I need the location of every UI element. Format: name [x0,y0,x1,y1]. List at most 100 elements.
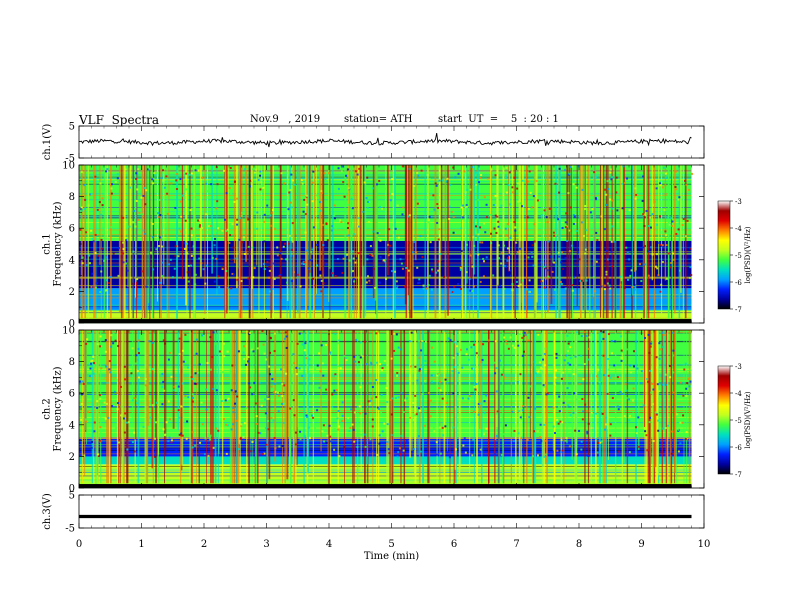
ch2-spectrogram-speckle [199,441,202,444]
ch1-spectrogram-sferic [87,165,90,319]
ch1-spectrogram-speckle [594,196,597,199]
ch2-spectrogram-speckle [343,355,346,358]
ch2-spectrogram-sferic [574,330,576,484]
ch1-spectrogram-speckle [178,227,181,230]
ch1-spectrogram-sferic [199,165,202,277]
ch2-spectrogram-speckle [621,392,624,395]
ch2-spectrogram-speckle [285,346,288,349]
ch2-spectrogram-speckle [604,416,607,419]
ch1-spectrogram-speckle [492,274,495,277]
ch1-spectrogram-speckle [263,268,266,271]
ch1-spectrogram-speckle [304,213,307,216]
ch1-spectrogram-speckle [663,209,666,212]
ch1-spectrogram-speckle [117,247,120,250]
ch2-spectrogram-speckle [255,422,258,425]
ch1-spectrogram-speckle [674,185,677,188]
ch1-spectrogram-speckle [110,187,113,190]
ch1-spectrogram-speckle [271,287,274,290]
ch1-spectrogram-speckle [497,220,500,223]
ch1-spectrogram-speckle [562,267,565,270]
ch1-spectrogram-speckle [232,246,235,249]
ch2-spectrogram-speckle [99,426,102,429]
ch2-spectrogram-speckle [526,439,529,442]
ch1-spectrogram-speckle [300,262,303,265]
ch1-spectrogram-speckle [253,267,256,270]
ch2-spectrogram-speckle [479,448,482,451]
ch1-spectrogram-speckle [135,172,138,175]
ch2-spectrogram-speckle [177,409,180,412]
ch2-spectrogram-sferic [446,330,448,452]
ch2-spectrogram-speckle [595,437,598,440]
ch1-spectrogram-speckle [471,265,474,268]
ch1-spectrogram-speckle [134,225,137,228]
ch2-spectrogram-speckle [178,337,181,340]
ch2-spectrogram-speckle [538,361,541,364]
ch1-spectrogram-speckle [176,170,179,173]
ch1-spectrogram-speckle [428,274,431,277]
ch1-spectrogram-speckle [465,205,468,208]
ch1-spectrogram-sferic [410,165,413,319]
ch2-spectrogram-speckle [554,376,557,379]
ch1-spectrogram-speckle [551,270,554,273]
ch1-spectrogram-speckle [685,184,688,187]
ch2-spectrogram-speckle [539,435,542,438]
ch1-spectrogram-sferic [225,165,228,314]
ch1-spectrogram-speckle [563,168,566,171]
ch2-spectrogram-speckle [293,362,296,365]
ch2-spectrogram-speckle [527,339,530,342]
ch2-spectrogram-speckle [264,358,267,361]
ch1-waveform [78,125,705,159]
ch2-spectrogram-speckle [418,368,421,371]
ch1-spectrogram-speckle [642,175,645,178]
ch1-spectrogram-sferic [674,165,676,314]
ch2-spectrogram-speckle [672,354,675,357]
ch1-spectrogram-speckle [558,255,561,258]
ch2-spectrogram-speckle [356,446,359,449]
ch1-spectrogram-sferic [207,165,209,319]
ch2-spectrogram-sferic [427,330,430,484]
ch2-spectrogram-sferic [418,330,421,484]
ch2-spectrogram-speckle [398,447,401,450]
ch1-spectrogram-speckle [217,227,220,230]
ch2-spectrogram-speckle [424,424,427,427]
ch1-spectrogram-speckle [500,262,503,265]
ch2-spectrogram-speckle [180,405,183,408]
ch2-spectrogram-speckle [442,434,445,437]
ch1-spectrogram-speckle [289,189,292,192]
ch1-spectrogram-speckle [337,187,340,190]
ch1-spectrogram-speckle [653,200,656,203]
ch2-spectrogram-speckle [509,336,512,339]
ch1-spectrogram-speckle [674,170,677,173]
ch2-spectrogram-speckle [191,396,194,399]
ch2-spectrogram-speckle [370,361,373,364]
ch2-spectrogram-sferic [422,330,424,484]
ch1-spectrogram-speckle [607,187,610,190]
ch2-spectrogram-striation [79,457,692,459]
ch1-spectrogram-speckle [238,217,241,220]
ch1-spectrogram-speckle [300,178,303,181]
ch1-spectrogram-speckle [507,225,510,228]
ch1-spectrogram-speckle [517,284,520,287]
ch2-spectrogram-speckle [281,383,284,386]
ch1-spectrogram-speckle [357,252,360,255]
ch1-spectrogram-speckle [437,260,440,263]
ch2-spectrogram-speckle [130,372,133,375]
ch2-spectrogram-striation [79,432,692,434]
ch1-spectrogram-sferic [322,165,325,275]
ch1-spectrogram-sferic [306,165,308,319]
ch1-spectrogram-speckle [320,191,323,194]
ch1-spectrogram-speckle [179,230,182,233]
ch1-spectrogram-speckle [230,287,233,290]
ch1-spectrogram-speckle [606,258,609,261]
ch2-spectrogram-speckle [656,366,659,369]
ch2-spectrogram-speckle [505,340,508,343]
ch2-spectrogram-speckle [280,368,283,371]
ch1-spectrogram-speckle [341,271,344,274]
ch2-spectrogram-speckle [586,410,589,413]
ch2-spectrogram-speckle [261,330,264,333]
ch1-spectrogram-sferic [238,165,240,319]
ch2-spectrogram-speckle [151,367,154,370]
ch1-spectrogram-speckle [288,191,291,194]
ch1-spectrogram [78,164,733,324]
ch2-spectrogram-striation [79,381,692,383]
